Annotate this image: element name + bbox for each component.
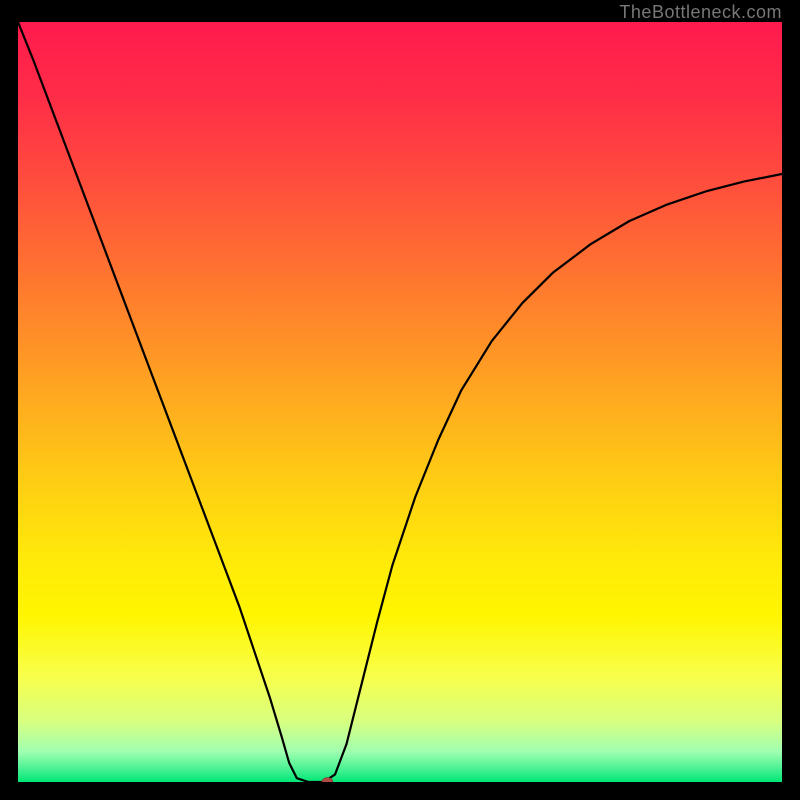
watermark-text: TheBottleneck.com bbox=[619, 2, 782, 23]
frame-border-right bbox=[782, 0, 800, 800]
frame-border-bottom bbox=[0, 782, 800, 800]
frame-border-left bbox=[0, 0, 18, 800]
chart-background bbox=[18, 22, 782, 782]
plot-area bbox=[18, 22, 782, 782]
chart-svg bbox=[18, 22, 782, 782]
